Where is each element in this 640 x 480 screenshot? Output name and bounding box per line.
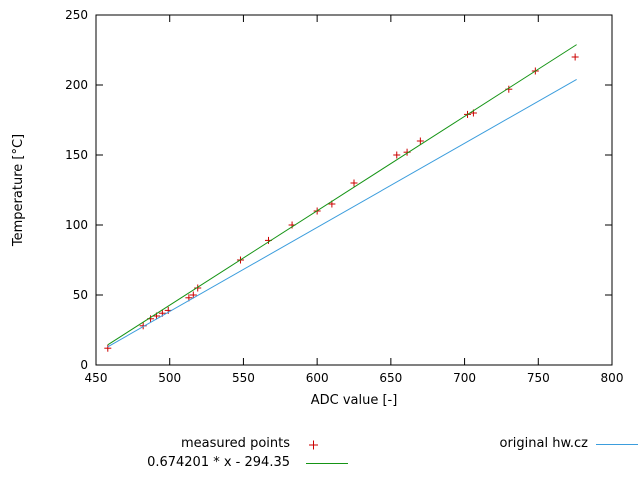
y-tick-label: 200	[65, 78, 88, 92]
legend-sample-fit-line	[306, 455, 348, 464]
y-tick-label: 150	[65, 148, 88, 162]
series-0-674201-x-294-35	[107, 44, 577, 346]
x-axis-label: ADC value [-]	[311, 393, 398, 408]
y-axis-label: Temperature [°C]	[11, 134, 26, 247]
x-tick-label: 450	[85, 371, 108, 385]
legend-label-fit-formula: 0.674201 * x - 294.35	[147, 455, 290, 470]
legend-label-measured-points: measured points	[180, 436, 290, 451]
plot-series	[104, 44, 579, 352]
legend-label-original-hwcz: original hw.cz	[499, 436, 588, 451]
plus-marker-icon	[309, 440, 318, 450]
x-tick-label: 700	[453, 371, 476, 385]
original-line-sample-icon	[596, 444, 638, 445]
y-tick-label: 50	[73, 288, 88, 302]
x-tick-label: 800	[601, 371, 624, 385]
series-measured-points	[104, 53, 579, 352]
x-tick-label: 500	[158, 371, 181, 385]
x-tick-label: 650	[379, 371, 402, 385]
legend-marker-measured-points	[306, 436, 321, 457]
series-original-hw-cz	[107, 78, 577, 348]
y-tick-label: 250	[65, 8, 88, 22]
plot-frame	[95, 14, 613, 366]
x-tick-label: 550	[232, 371, 255, 385]
x-tick-label: 750	[527, 371, 550, 385]
y-tick-label: 100	[65, 218, 88, 232]
axis-ticks: 450 500 550 600 650 700 750 800 0 50 100 150 200 250	[65, 8, 623, 385]
fit-line-sample-icon	[306, 463, 348, 464]
legend-sample-original-hwcz	[596, 436, 638, 445]
x-tick-label: 600	[306, 371, 329, 385]
y-tick-label: 0	[80, 358, 88, 372]
